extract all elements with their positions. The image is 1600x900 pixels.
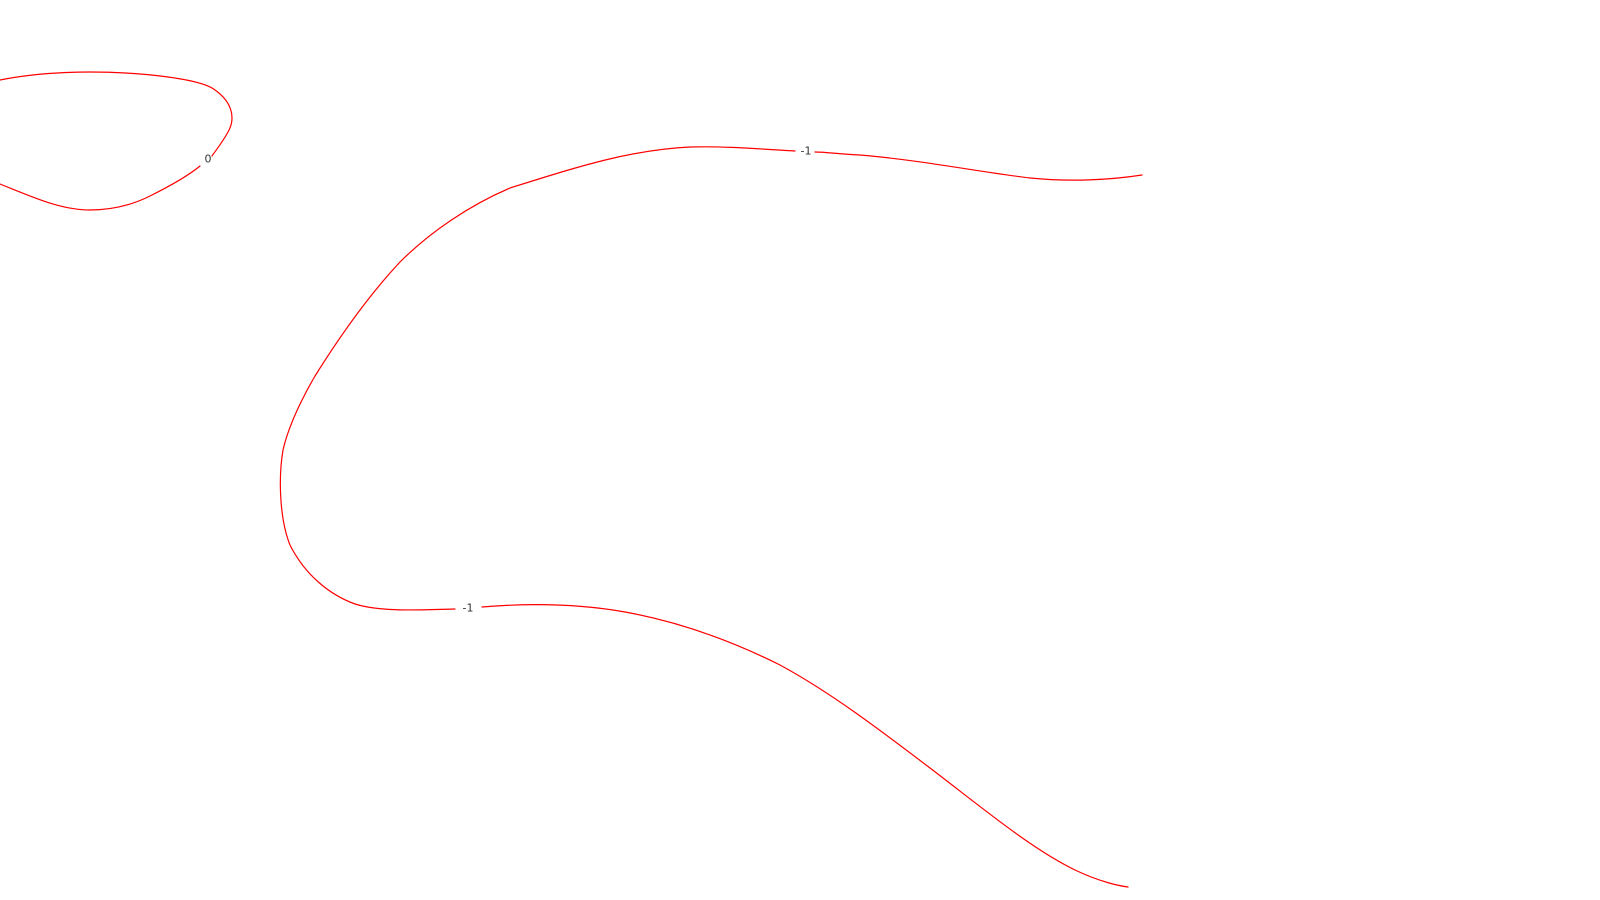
contour-label-level-minus-1-top: -1 — [801, 145, 812, 158]
contour-label-level-0: 0 — [205, 153, 212, 166]
contour-line-level-minus-1-upper-left — [279, 146, 796, 611]
contour-line-level-minus-1-lower-right — [481, 604, 1129, 888]
contour-label-level-minus-1-bottom: -1 — [463, 602, 474, 615]
contour-line-level-0-segment-2 — [0, 165, 201, 211]
contour-line-level-minus-1-top-right — [814, 151, 1143, 181]
contour-line-level-0 — [0, 71, 233, 157]
